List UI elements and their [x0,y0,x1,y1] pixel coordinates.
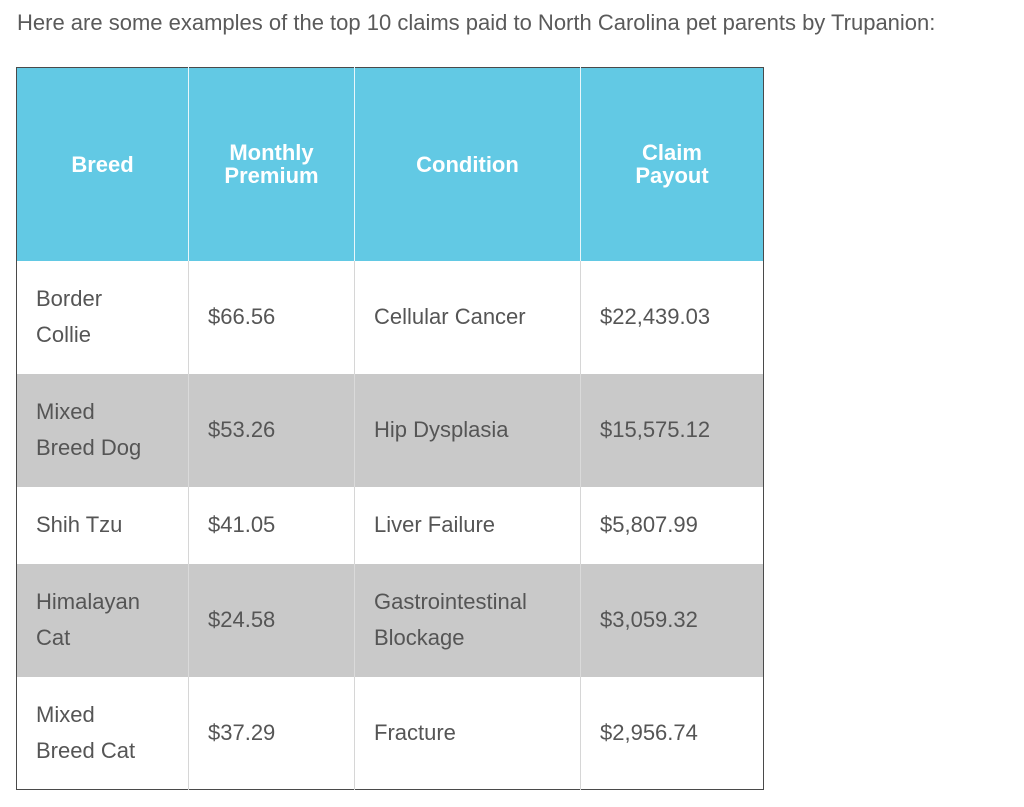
breed-line2: Breed Cat [36,737,136,763]
condition-cell: Liver Failure [354,486,581,564]
table-row: Border Collie $66.56 Cellular Cancer $22… [16,260,764,374]
premium-cell: $41.05 [188,486,355,564]
claims-table: Breed Monthly Premium Condition Claim Pa… [16,67,764,790]
breed-cell: Mixed Breed Cat [16,676,189,790]
header-breed: Breed [16,67,189,261]
header-premium-label-line2: Premium [224,163,319,189]
condition-cell: Hip Dysplasia [354,373,581,487]
breed-line2: Collie [36,322,92,347]
breed-cell: Border Collie [16,260,189,374]
header-condition-label: Condition [416,151,519,177]
condition-line1: Liver Failure [374,512,496,537]
breed-line2: Breed Dog [36,435,142,460]
breed-line2: Cat [36,625,71,650]
premium-cell: $37.29 [188,676,355,790]
table-row: Himalayan Cat $24.58 Gastrointestinal Bl… [16,563,764,677]
header-payout-label-line2: Payout [635,163,709,189]
premium-cell: $53.26 [188,373,355,487]
payout-cell: $5,807.99 [580,486,764,564]
premium-cell: $66.56 [188,260,355,374]
payout-cell: $2,956.74 [580,676,764,790]
header-breed-label: Breed [71,151,134,177]
payout-cell: $3,059.32 [580,563,764,677]
header-monthly-premium: Monthly Premium [188,67,355,261]
intro-paragraph: Here are some examples of the top 10 cla… [17,10,936,35]
breed-line1: Mixed [36,701,95,727]
breed-line1: Border [36,286,103,311]
payout-cell: $15,575.12 [580,373,764,487]
table-row: Mixed Breed Dog $53.26 Hip Dysplasia $15… [16,373,764,487]
claims-table-body: Border Collie $66.56 Cellular Cancer $22… [16,260,764,790]
header-payout-label-line1: Claim [642,140,702,166]
breed-cell: Shih Tzu [16,486,189,564]
header-premium-label-line1: Monthly [229,140,314,166]
condition-line1: Cellular Cancer [374,304,526,329]
table-row: Shih Tzu $41.05 Liver Failure $5,807.99 [16,486,764,564]
premium-cell: $24.58 [188,563,355,677]
breed-line1: Himalayan [36,589,140,614]
condition-line1: Gastrointestinal [374,589,527,614]
payout-cell: $22,439.03 [580,260,764,374]
breed-line1: Shih Tzu [36,512,123,537]
header-claim-payout: Claim Payout [580,67,764,261]
breed-cell: Mixed Breed Dog [16,373,189,487]
header-condition: Condition [354,67,581,261]
condition-line1: Fracture [374,719,456,745]
condition-cell: Fracture [354,676,581,790]
claims-table-header: Breed Monthly Premium Condition Claim Pa… [16,67,764,261]
breed-line1: Mixed [36,399,95,424]
breed-cell: Himalayan Cat [16,563,189,677]
condition-line2: Blockage [374,625,465,650]
condition-cell: Cellular Cancer [354,260,581,374]
condition-line1: Hip Dysplasia [374,417,509,442]
table-row: Mixed Breed Cat $37.29 Fracture $2,956.7… [16,676,764,790]
condition-cell: Gastrointestinal Blockage [354,563,581,677]
header-row: Breed Monthly Premium Condition Claim Pa… [16,67,764,261]
